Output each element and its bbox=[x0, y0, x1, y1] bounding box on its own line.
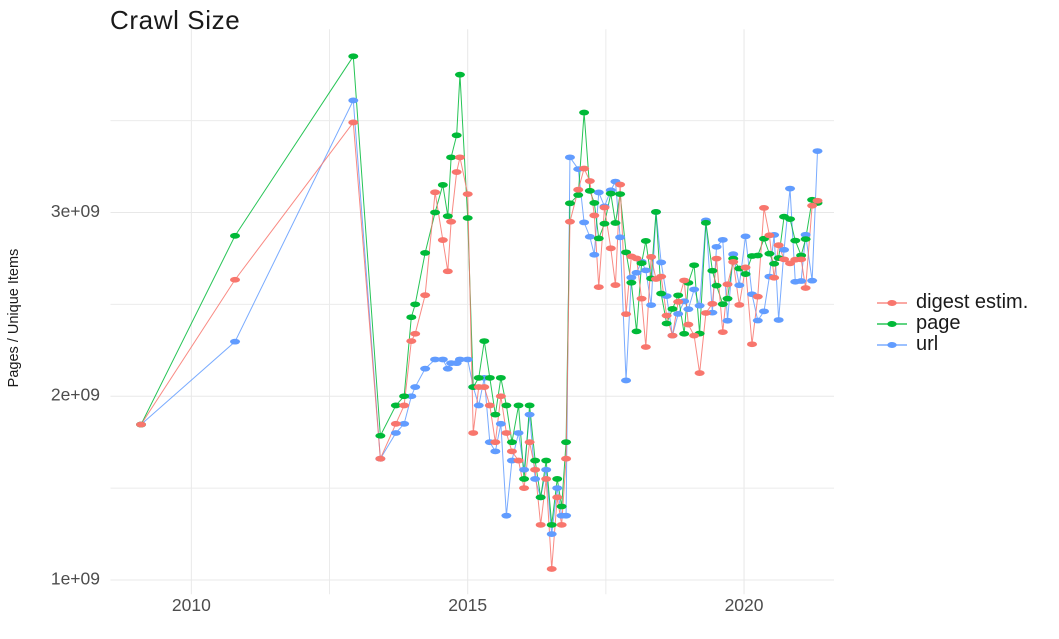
svg-text:2015: 2015 bbox=[448, 595, 487, 615]
svg-text:1e+09: 1e+09 bbox=[51, 568, 100, 588]
svg-text:3e+09: 3e+09 bbox=[51, 201, 100, 221]
svg-text:2e+09: 2e+09 bbox=[51, 385, 100, 405]
svg-text:2020: 2020 bbox=[725, 595, 764, 615]
svg-text:2010: 2010 bbox=[172, 595, 211, 615]
